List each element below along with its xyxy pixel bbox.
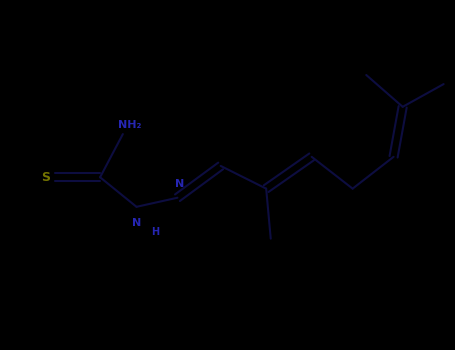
Text: S: S [41,171,50,184]
Text: N: N [175,179,184,189]
Text: H: H [151,227,159,237]
Text: N: N [132,218,141,228]
Text: NH₂: NH₂ [118,120,142,130]
